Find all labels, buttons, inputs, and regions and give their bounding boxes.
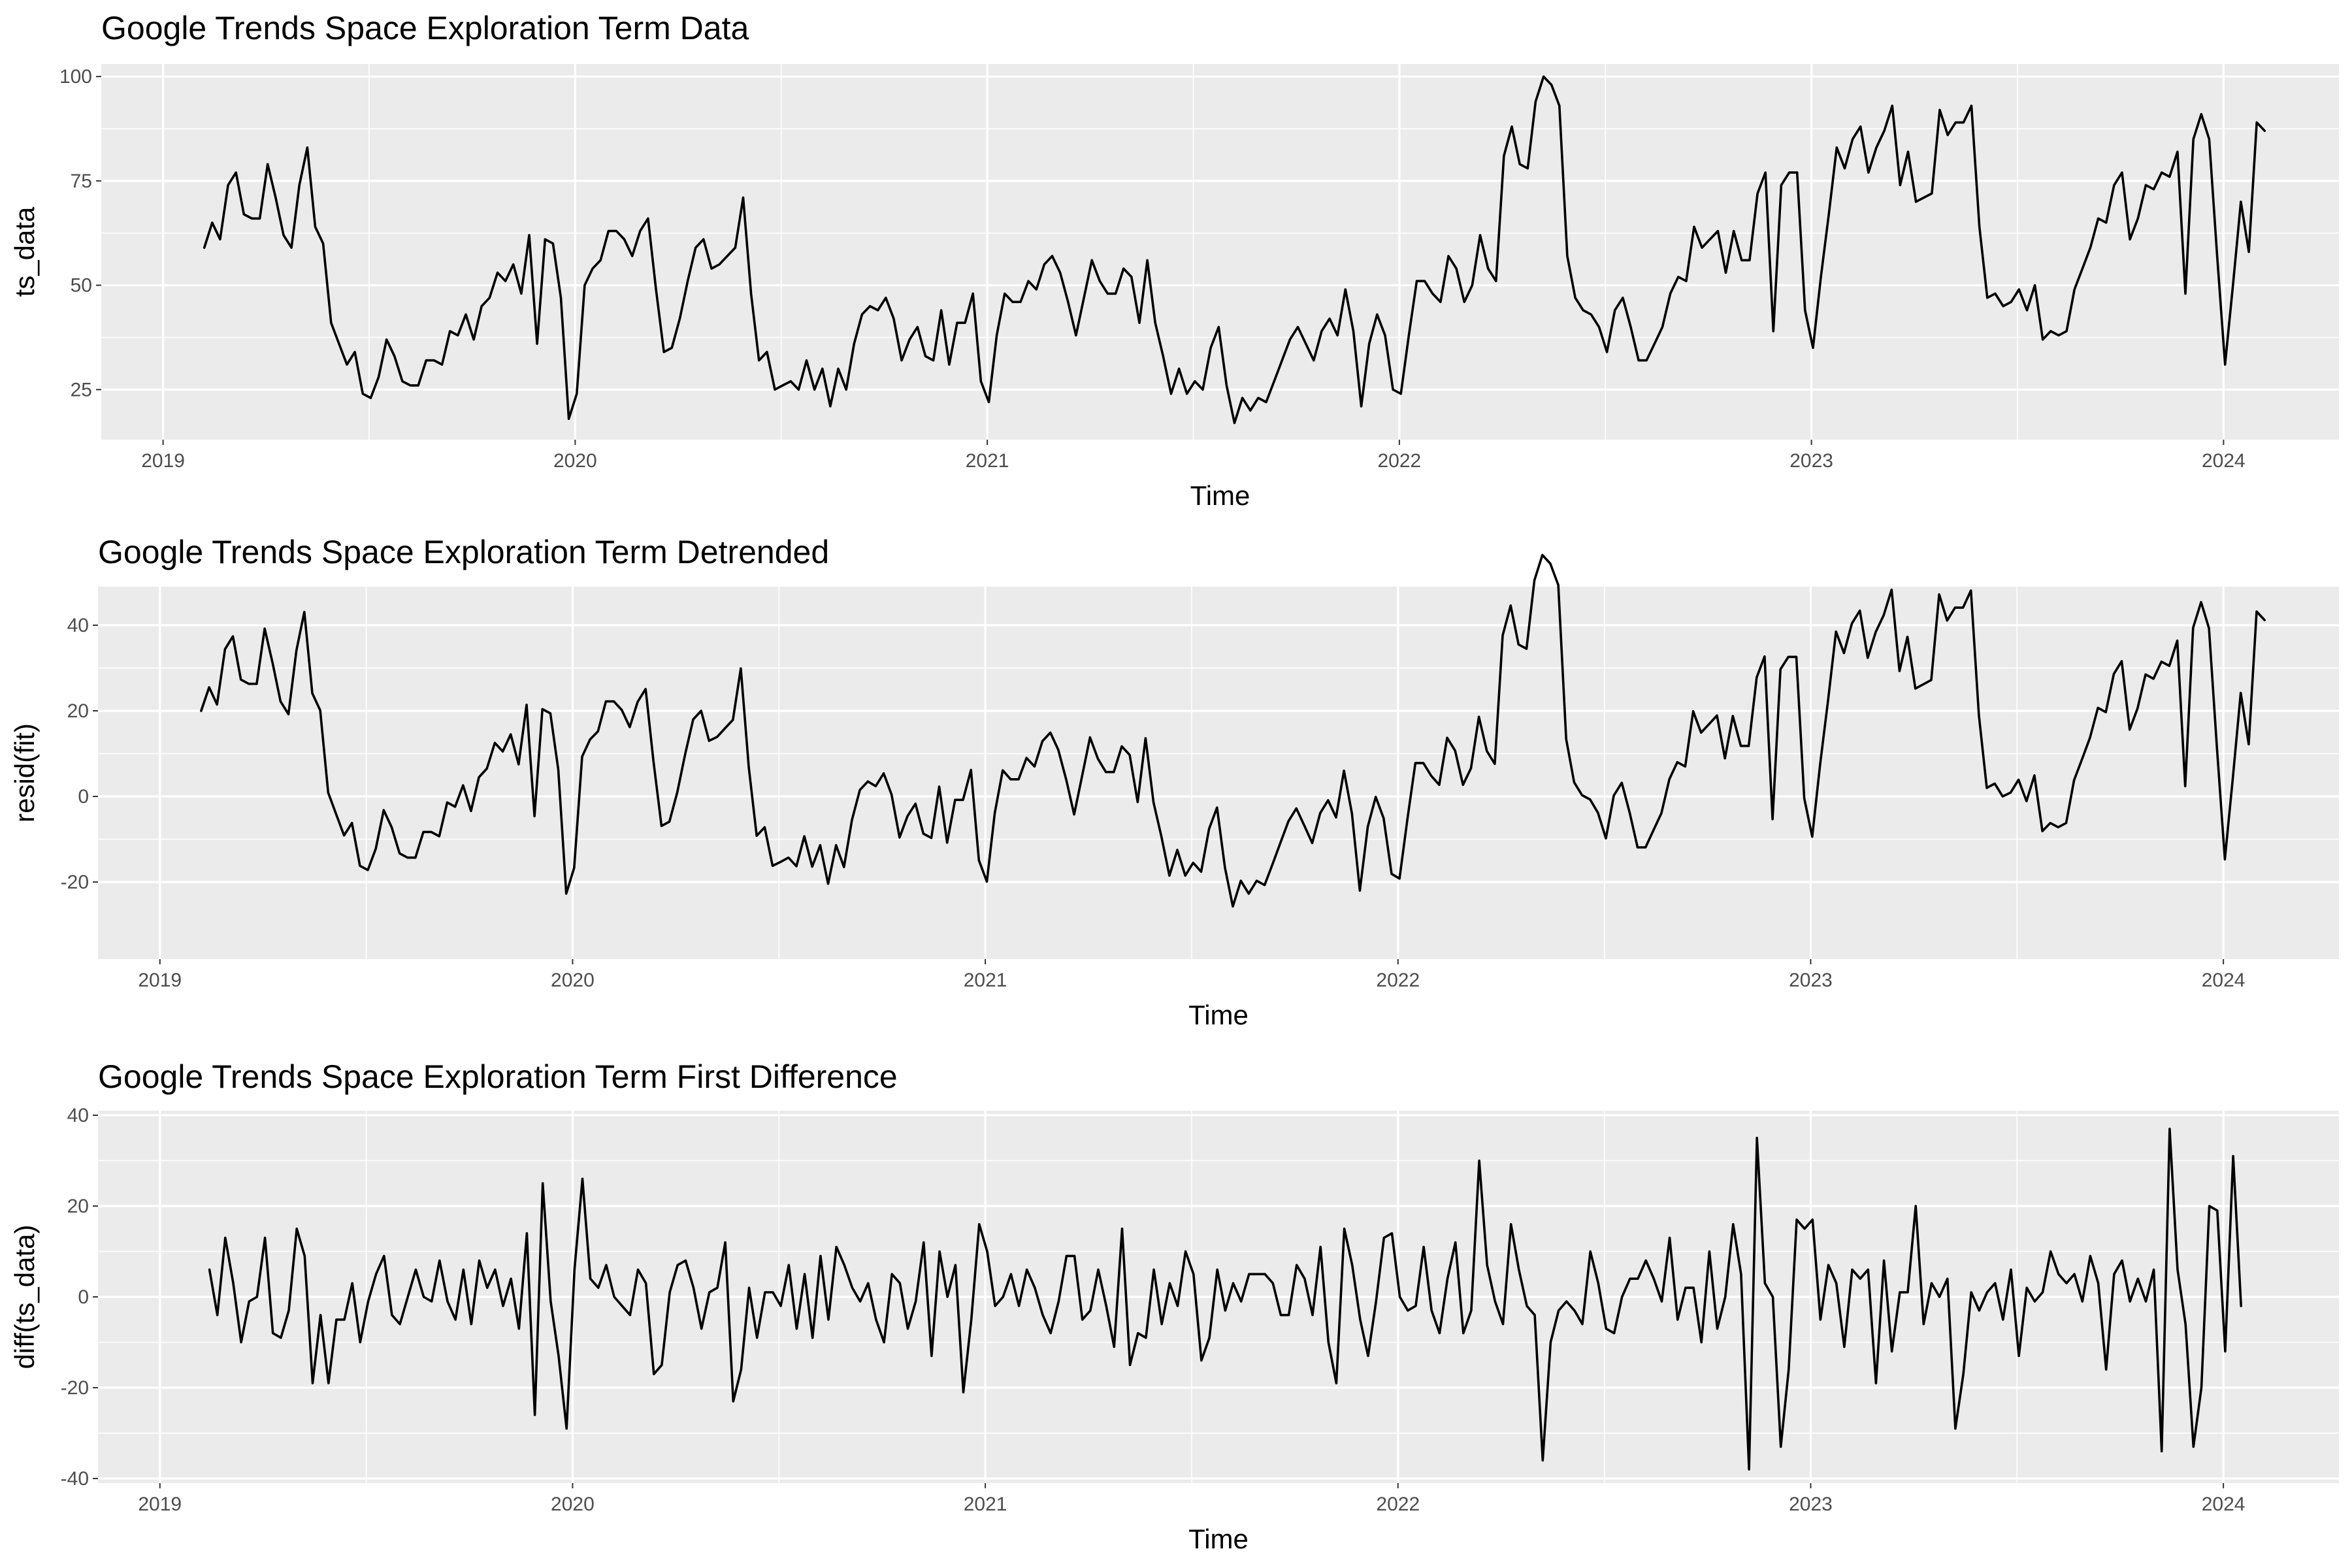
x-axis-title: Time: [1190, 480, 1250, 511]
x-tick-label-2019: 2019: [138, 1494, 182, 1515]
axis-ticks: [96, 76, 2225, 445]
x-tick-label-2022: 2022: [1376, 1494, 1420, 1515]
x-tick-label-2024: 2024: [2202, 450, 2246, 472]
y-tick-label: 0: [78, 786, 89, 808]
x-tick-label-2024: 2024: [2202, 970, 2246, 991]
plot-panel: [101, 64, 2339, 440]
chart-title: Google Trends Space Exploration Term Fir…: [98, 1058, 898, 1095]
y-axis-title: diff(ts_data): [9, 1224, 40, 1369]
y-tick-label: -20: [61, 1377, 89, 1399]
chart-detrended: Google Trends Space Exploration Term Det…: [9, 534, 2339, 1030]
x-tick-label-2023: 2023: [1789, 450, 1833, 472]
x-tick-label-2024: 2024: [2202, 1494, 2246, 1515]
grid: [101, 64, 2339, 440]
chart-ts-data: Google Trends Space Exploration Term Dat…: [9, 10, 2339, 511]
y-tick-label: 50: [71, 275, 92, 297]
chart-title: Google Trends Space Exploration Term Det…: [98, 534, 829, 570]
x-tick-label-2020: 2020: [551, 1494, 595, 1515]
y-tick-label: 20: [67, 1196, 89, 1217]
x-tick-label-2023: 2023: [1789, 1494, 1833, 1515]
x-tick-label-2020: 2020: [551, 970, 595, 991]
x-tick-label-2019: 2019: [138, 970, 182, 991]
grid: [98, 587, 2339, 959]
y-tick-label: 75: [71, 171, 92, 192]
series-line: [208, 1128, 2242, 1471]
chart-title: Google Trends Space Exploration Term Dat…: [101, 10, 749, 46]
y-tick-label: -20: [61, 872, 89, 893]
axis-ticks: [93, 1114, 2225, 1488]
x-tick-label-2021: 2021: [964, 970, 1007, 991]
x-tick-label-2022: 2022: [1376, 970, 1420, 991]
y-axis-title: resid(fit): [9, 723, 40, 823]
y-tick-label: -40: [61, 1468, 89, 1490]
x-tick-label-2019: 2019: [141, 450, 185, 472]
x-tick-label-2023: 2023: [1789, 970, 1833, 991]
x-axis-title: Time: [1188, 1524, 1249, 1554]
x-tick-label-2020: 2020: [553, 450, 597, 472]
y-tick-label: 0: [78, 1286, 89, 1308]
y-tick-label: 25: [71, 379, 92, 400]
x-axis-title: Time: [1188, 1000, 1249, 1030]
y-axis-title: ts_data: [9, 206, 40, 297]
series-line: [203, 75, 2266, 425]
y-tick-label: 20: [67, 700, 89, 722]
plot-panel: [98, 587, 2339, 959]
axis-ticks: [93, 624, 2225, 964]
x-tick-label-2022: 2022: [1378, 450, 1422, 472]
y-tick-label: 40: [67, 1105, 89, 1126]
y-tick-label: 100: [59, 66, 92, 88]
chart-first-difference: Google Trends Space Exploration Term Fir…: [9, 1058, 2339, 1554]
y-tick-label: 40: [67, 615, 89, 636]
series-line: [200, 553, 2266, 908]
x-tick-label-2021: 2021: [964, 1494, 1007, 1515]
x-tick-label-2021: 2021: [966, 450, 1009, 472]
